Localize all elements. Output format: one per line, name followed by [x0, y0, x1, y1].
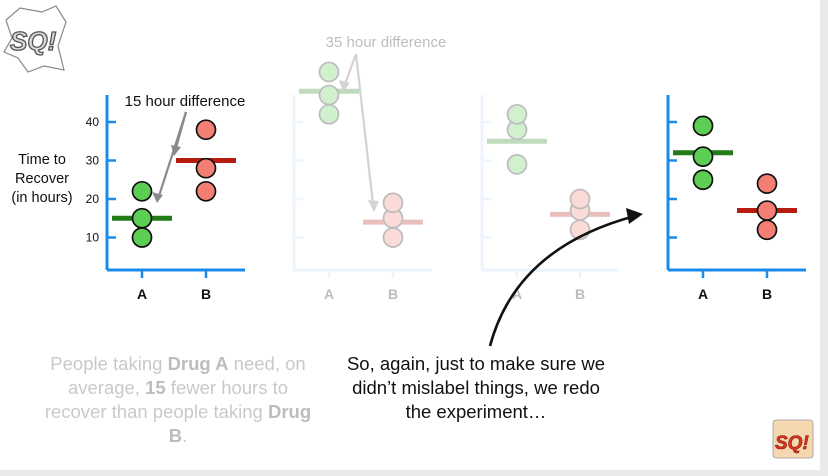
y-axis-label: Time to Recover (in hours) — [4, 151, 80, 208]
data-point-a — [506, 154, 528, 175]
data-point-b — [382, 192, 404, 214]
caption-text: People taking — [50, 353, 168, 374]
annotation-35-hour: 35 hour difference — [326, 34, 447, 51]
y-tick-label: 40 — [86, 115, 100, 129]
statquest-logo-top-left: SQ! — [3, 5, 67, 73]
x-tick-label-a: A — [324, 286, 334, 302]
data-point-a — [131, 227, 153, 248]
statquest-logo-bottom-right: SQ! — [772, 419, 814, 459]
data-point-b — [756, 173, 778, 194]
annotation-arrow — [354, 53, 375, 205]
data-point-b — [195, 119, 217, 141]
annotation-15-hour: 15 hour difference — [125, 93, 246, 110]
y-tick-label: 30 — [86, 154, 100, 168]
annotation-arrow — [174, 111, 188, 149]
y-tick-label: 20 — [86, 192, 100, 206]
annotation-arrow — [343, 53, 358, 85]
caption-right: So, again, just to make sure we didn’t m… — [346, 353, 606, 422]
y-axis-label-line: Time to — [18, 152, 66, 168]
data-point-a — [692, 146, 714, 167]
data-point-b — [756, 219, 778, 241]
annotation-arrow-head — [152, 192, 163, 203]
chart-panel-2: A B 35 hour difference — [292, 34, 447, 302]
caption-bold-drug-b: Drug B — [168, 401, 312, 446]
annotation-arrow-head — [171, 145, 181, 156]
caption-bold-number: 15 — [145, 377, 166, 398]
x-tick-label-a: A — [698, 286, 708, 302]
slide: SQ! 10 20 30 40 A B 15 hour difference A B 35 hou… — [0, 0, 820, 470]
svg-text:SQ!: SQ! — [10, 26, 57, 56]
data-point-b — [569, 188, 591, 210]
x-tick-label-b: B — [575, 286, 585, 302]
data-point-a — [131, 180, 153, 202]
data-point-b — [195, 157, 217, 179]
data-point-a — [506, 119, 528, 141]
data-point-a — [692, 169, 714, 191]
curved-arrow-head — [626, 208, 643, 224]
data-point-a — [692, 115, 714, 137]
data-point-b — [382, 207, 404, 229]
annotation-arrow-head — [368, 200, 379, 212]
x-tick-label-a: A — [512, 286, 522, 302]
caption-left: People taking Drug A need, on average, 1… — [44, 352, 312, 448]
caption-text: need, on average, — [67, 353, 306, 398]
x-tick-label-a: A — [137, 286, 147, 302]
svg-text:SQ!: SQ! — [775, 433, 809, 454]
caption-text: . — [182, 425, 188, 446]
data-point-a — [318, 61, 340, 83]
x-tick-label-b: B — [762, 286, 772, 302]
data-point-a — [131, 207, 153, 229]
data-point-b — [569, 200, 591, 221]
data-point-b — [756, 200, 778, 221]
data-point-b — [382, 227, 404, 248]
annotation-arrow-head — [339, 80, 350, 92]
data-point-a — [506, 103, 528, 125]
caption-text: fewer hours to recover than people takin… — [44, 377, 289, 422]
y-tick-label: 10 — [86, 231, 100, 245]
curved-arrow — [488, 214, 636, 347]
data-point-a — [318, 84, 340, 106]
data-point-b — [195, 180, 217, 202]
x-tick-label-b: B — [388, 286, 398, 302]
chart-panel-1: 10 20 30 40 A B 15 hour difference — [86, 93, 246, 302]
x-tick-label-b: B — [201, 286, 211, 302]
y-axis-label-line: Recover — [15, 171, 69, 187]
caption-bold-drug-a: Drug A — [167, 353, 229, 374]
y-axis-label-line: (in hours) — [11, 190, 73, 206]
data-point-a — [318, 103, 340, 125]
